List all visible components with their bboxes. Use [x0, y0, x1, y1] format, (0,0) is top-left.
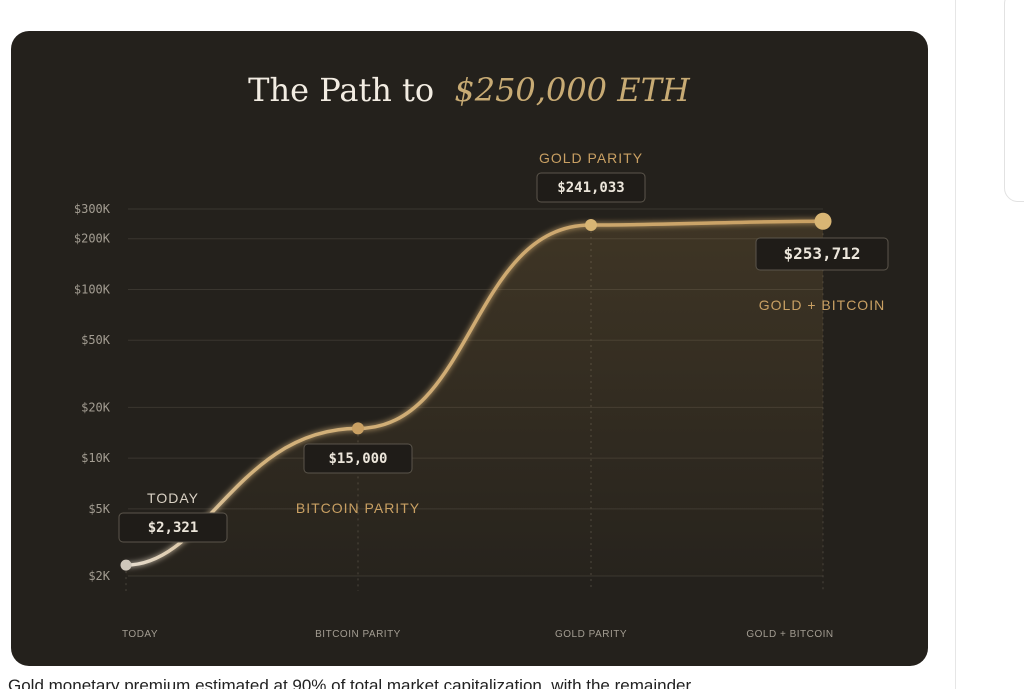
y-tick-label: $5K: [88, 502, 110, 516]
y-tick-label: $200K: [74, 232, 111, 246]
annotation-label: GOLD PARITY: [539, 150, 643, 166]
data-label-box: [536, 172, 646, 203]
area-fill: [126, 221, 823, 576]
data-label-box: [118, 512, 228, 543]
chart-title-highlight: $250,000 ETH: [454, 71, 691, 109]
data-label-box: [755, 237, 889, 271]
data-point: [352, 422, 364, 435]
annotation-label: BITCOIN PARITY: [296, 500, 420, 516]
data-label: $15,000: [328, 451, 387, 467]
x-tick-label: GOLD PARITY: [555, 629, 627, 640]
x-tick-label: BITCOIN PARITY: [315, 629, 401, 640]
data-labels: $2,321 $15,000 $241,033 $253,712: [118, 172, 889, 543]
chart-card: The Path to $250,000 ETH $2K $5K $10K $20K $…: [11, 31, 928, 666]
x-axis-ticks: TODAY BITCOIN PARITY GOLD PARITY GOLD + BIT…: [122, 629, 833, 640]
sidebar-card: [1004, 0, 1024, 202]
y-axis-ticks: $2K $5K $10K $20K $50K $100K $200K $300K: [74, 202, 111, 583]
series-line: [125, 219, 824, 567]
data-point: [585, 219, 597, 232]
chart-title-prefix: The Path to: [248, 71, 434, 109]
y-tick-label: $2K: [88, 569, 110, 583]
annotation-label: GOLD + BITCOIN: [759, 297, 885, 313]
data-label: $2,321: [148, 520, 199, 536]
x-tick-label: TODAY: [122, 629, 158, 640]
chart-svg: The Path to $250,000 ETH $2K$5K$10K$20K$…: [74, 71, 889, 640]
x-tick-label: GOLD + BITCOIN: [746, 629, 833, 640]
annotation-label: TODAY: [147, 490, 199, 506]
y-tick-label: $100K: [74, 282, 111, 296]
y-tick-label: $10K: [81, 451, 111, 465]
y-tick-label: $50K: [81, 333, 111, 347]
annotations: TODAY BITCOIN PARITY GOLD PARITY GOLD + BIT…: [147, 150, 885, 516]
y-tick-label: $300K: [74, 202, 111, 216]
data-label-box: [303, 443, 413, 474]
data-label: $253,712: [783, 244, 860, 263]
chart-title: The Path to $250,000 ETH: [248, 71, 691, 109]
caption-text: Gold monetary premium estimated at 90% o…: [8, 678, 692, 689]
data-points: [120, 212, 832, 571]
data-point: [814, 212, 832, 230]
data-point: [120, 559, 132, 571]
y-tick-label: $20K: [81, 400, 111, 414]
data-label: $241,033: [557, 180, 624, 196]
